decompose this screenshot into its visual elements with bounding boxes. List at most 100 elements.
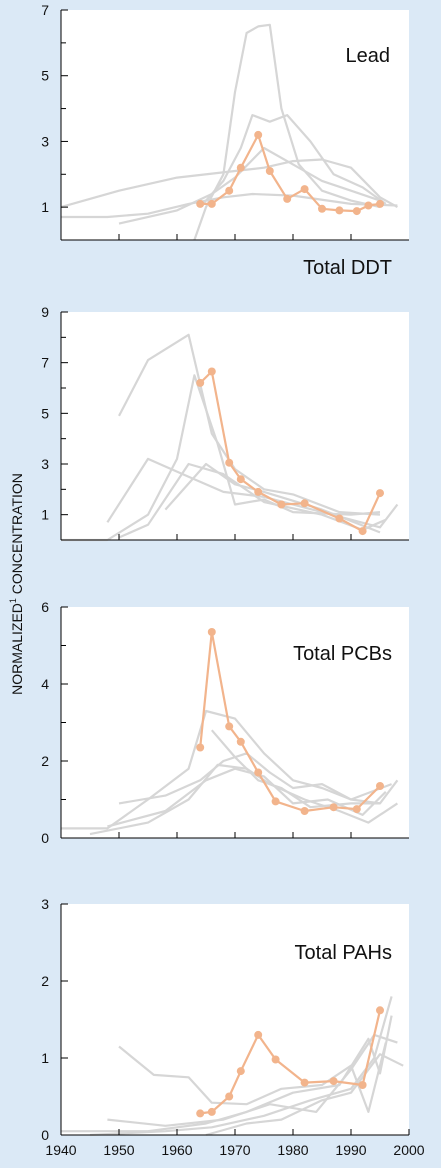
highlight-point-2: [207, 628, 216, 636]
other-site-line-2: [118, 752, 392, 805]
highlight-point-4: [236, 475, 245, 484]
other-site-line-1: [61, 709, 399, 830]
y-axis-label-rest: CONCENTRATION: [9, 473, 25, 598]
highlight-point-10: [376, 489, 384, 498]
other-site-line-2: [61, 1015, 393, 1133]
highlight-point-2: [207, 199, 216, 208]
highlight-point-8: [300, 185, 309, 194]
panel-title: Lead: [346, 45, 391, 67]
highlight-point-1: [196, 1109, 205, 1118]
highlight-point-3: [225, 458, 234, 467]
y-tick-label: 9: [41, 304, 49, 320]
y-tick-label: 7: [41, 2, 49, 18]
highlight-point-10: [376, 782, 384, 790]
other-site-line-4: [107, 767, 387, 828]
highlight-point-2: [207, 367, 216, 376]
highlight-point-9: [352, 805, 361, 814]
x-tick-label: 1960: [161, 1142, 192, 1158]
highlight-point-13: [376, 199, 384, 208]
highlight-point-7: [300, 807, 309, 815]
chart-panel-3: 0 2 4 6 Total PCBs: [41, 599, 409, 846]
highlight-point-6: [265, 167, 274, 175]
highlight-line: [199, 370, 382, 533]
highlight-point-3: [225, 186, 234, 195]
highlight-point-4: [236, 737, 245, 746]
highlight-point-10: [335, 206, 344, 215]
other-site-line-1: [60, 158, 398, 209]
highlight-point-9: [358, 1081, 367, 1089]
other-site-line-2: [61, 192, 398, 219]
highlight-point-11: [352, 207, 361, 216]
y-tick-label: 4: [41, 676, 49, 692]
y-tick-label: 2: [41, 753, 49, 769]
highlight-point-10: [376, 1006, 384, 1015]
other-site-line-5: [205, 1053, 404, 1137]
highlight-point-8: [335, 514, 344, 523]
x-tick-label: 1940: [45, 1142, 76, 1158]
other-site-line-5: [193, 23, 381, 241]
highlight-point-5: [254, 768, 263, 777]
y-axis-label: NORMALIZED1 CONCENTRATION: [8, 473, 25, 695]
highlight-point-4: [236, 163, 245, 172]
panel-title: Total DDT: [303, 257, 392, 279]
x-tick-label: 1980: [277, 1142, 308, 1158]
y-tick-label: 6: [41, 599, 49, 615]
y-axis-label-main: NORMALIZED: [9, 603, 25, 695]
highlight-point-5: [254, 130, 263, 139]
highlight-point-2: [207, 1107, 216, 1116]
highlight-point-5: [254, 1030, 263, 1039]
other-site-line-3: [118, 146, 381, 225]
y-tick-label: 5: [41, 68, 49, 84]
y-tick-label: 1: [41, 199, 49, 215]
highlight-line: [199, 630, 381, 813]
y-tick-label: 3: [41, 456, 49, 472]
other-site-line-1: [118, 1042, 387, 1114]
highlight-point-5: [254, 487, 263, 496]
other-site-line-5: [164, 462, 381, 534]
chart-panel-1: 1 3 5 7 Lead: [41, 2, 409, 241]
highlight-point-6: [271, 1055, 280, 1064]
other-site-line-4: [199, 113, 387, 208]
highlight-point-7: [300, 499, 309, 508]
highlight-line: [200, 1010, 382, 1115]
y-axis-label-sup: 1: [8, 598, 18, 603]
y-tick-label: 5: [41, 405, 49, 421]
plot-area: [61, 312, 409, 540]
highlight-point-1: [196, 378, 205, 387]
y-tick-label: 3: [41, 133, 49, 149]
x-tick-label: 2000: [393, 1142, 424, 1158]
x-tick-label: 1990: [335, 1142, 366, 1158]
highlight-point-4: [236, 1067, 245, 1076]
panel-title: Total PCBs: [293, 643, 392, 665]
highlight-point-8: [329, 803, 338, 812]
y-tick-label: 1: [41, 1050, 49, 1066]
panel-title: Total PAHs: [295, 942, 392, 964]
highlight-point-9: [358, 527, 367, 536]
highlight-point-12: [364, 201, 373, 210]
chart-panels: 1 3 5 7 Lead 1 3 5 7 9 Total DDT 0 2 4 6 Total PCBs 0 1 2 3…: [41, 2, 425, 1158]
highlight-point-9: [318, 204, 326, 213]
highlight-point-8: [329, 1077, 338, 1086]
highlight-point-6: [277, 500, 286, 509]
y-tick-label: 1: [41, 507, 49, 523]
highlight-point-7: [300, 1078, 309, 1087]
y-tick-label: 3: [41, 896, 49, 912]
highlight-point-1: [196, 199, 205, 208]
chart-panel-2: 1 3 5 7 9 Total DDT: [41, 257, 409, 542]
other-site-line-5: [210, 729, 380, 809]
x-tick-label: 1970: [219, 1142, 250, 1158]
y-tick-label: 7: [41, 355, 49, 371]
y-tick-label: 2: [41, 973, 49, 989]
highlight-point-1: [196, 743, 205, 752]
highlight-point-6: [271, 797, 280, 806]
other-site-line-4: [107, 1033, 398, 1127]
x-tick-label: 1950: [103, 1142, 134, 1158]
highlight-point-3: [225, 1092, 234, 1101]
plot-area: [61, 904, 409, 1135]
highlight-point-3: [225, 722, 234, 731]
y-tick-label: 0: [41, 830, 49, 846]
chart-panel-4: 0 1 2 3 1940 1950 1960 1970 1980 1990 2000 Total PA…: [41, 896, 425, 1158]
highlight-point-7: [283, 194, 292, 203]
y-tick-label: 0: [41, 1127, 49, 1143]
